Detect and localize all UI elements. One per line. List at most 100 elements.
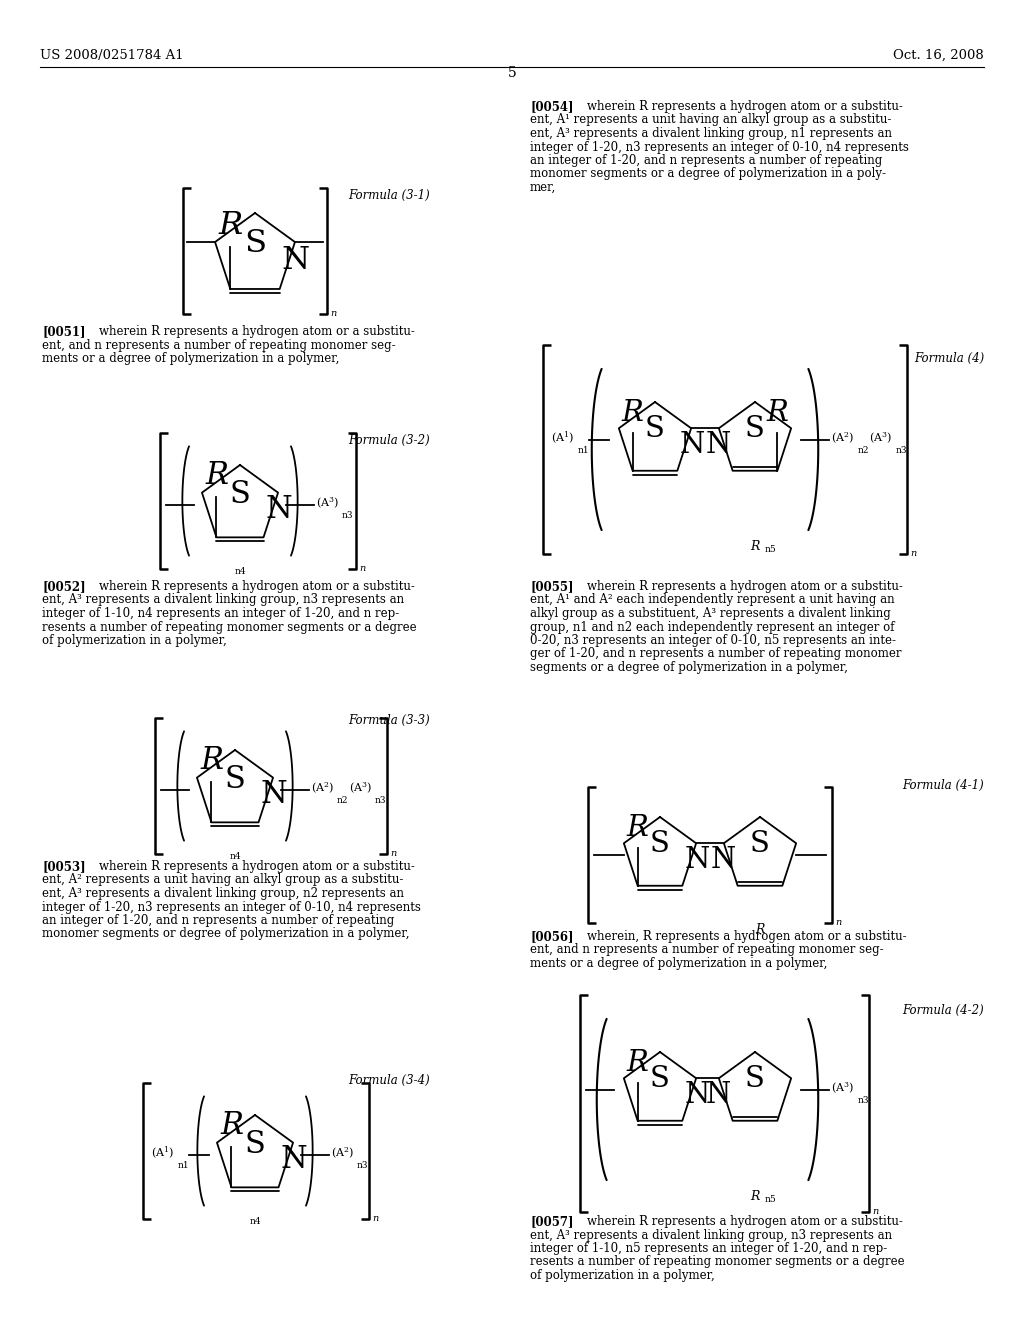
Text: n: n bbox=[330, 309, 336, 318]
Text: R: R bbox=[751, 540, 760, 553]
Text: R: R bbox=[200, 746, 223, 776]
Text: ent, A³ represents a divalent linking group, n2 represents an: ent, A³ represents a divalent linking gr… bbox=[42, 887, 404, 900]
Text: n5: n5 bbox=[765, 1195, 777, 1204]
Text: wherein R represents a hydrogen atom or a substitu-: wherein R represents a hydrogen atom or … bbox=[572, 1214, 903, 1228]
Text: N: N bbox=[281, 1144, 307, 1175]
Text: [0053]: [0053] bbox=[42, 861, 86, 873]
Text: segments or a degree of polymerization in a polymer,: segments or a degree of polymerization i… bbox=[530, 661, 848, 675]
Text: R: R bbox=[756, 924, 765, 936]
Text: of polymerization in a polymer,: of polymerization in a polymer, bbox=[530, 1269, 715, 1282]
Text: S: S bbox=[745, 1065, 765, 1093]
Text: N: N bbox=[265, 495, 292, 525]
Text: resents a number of repeating monomer segments or a degree: resents a number of repeating monomer se… bbox=[42, 620, 417, 634]
Text: N: N bbox=[706, 1081, 731, 1109]
Text: n2: n2 bbox=[858, 446, 869, 455]
Text: S: S bbox=[650, 830, 670, 858]
Text: monomer segments or degree of polymerization in a polymer,: monomer segments or degree of polymeriza… bbox=[42, 928, 410, 940]
Text: n4: n4 bbox=[234, 568, 246, 576]
Text: integer of 1-20, n3 represents an integer of 0-10, n4 represents: integer of 1-20, n3 represents an intege… bbox=[42, 900, 421, 913]
Text: ent, A³ represents a divalent linking group, n3 represents an: ent, A³ represents a divalent linking gr… bbox=[530, 1229, 892, 1242]
Text: $\mathregular{(A^2)}$: $\mathregular{(A^2)}$ bbox=[311, 780, 334, 796]
Text: R: R bbox=[622, 399, 644, 428]
Text: R: R bbox=[218, 210, 243, 240]
Text: n1: n1 bbox=[578, 446, 590, 455]
Text: of polymerization in a polymer,: of polymerization in a polymer, bbox=[42, 634, 226, 647]
Text: [0051]: [0051] bbox=[42, 325, 85, 338]
Text: n: n bbox=[359, 564, 366, 573]
Text: N: N bbox=[684, 1081, 710, 1109]
Text: S: S bbox=[745, 416, 765, 444]
Text: $\mathregular{(A^1)}$: $\mathregular{(A^1)}$ bbox=[551, 430, 574, 446]
Text: group, n1 and n2 each independently represent an integer of: group, n1 and n2 each independently repr… bbox=[530, 620, 895, 634]
Text: $\mathregular{(A^2)}$: $\mathregular{(A^2)}$ bbox=[831, 430, 854, 446]
Text: R: R bbox=[205, 461, 228, 491]
Text: an integer of 1-20, and n represents a number of repeating: an integer of 1-20, and n represents a n… bbox=[530, 154, 883, 168]
Text: n1: n1 bbox=[178, 1162, 189, 1170]
Text: ments or a degree of polymerization in a polymer,: ments or a degree of polymerization in a… bbox=[530, 957, 827, 970]
Text: S: S bbox=[224, 764, 246, 795]
Text: R: R bbox=[627, 814, 648, 842]
Text: n3: n3 bbox=[342, 511, 353, 520]
Text: R: R bbox=[627, 1049, 648, 1077]
Text: N: N bbox=[260, 779, 288, 810]
Text: [0057]: [0057] bbox=[530, 1214, 573, 1228]
Text: $\mathregular{(A^1)}$: $\mathregular{(A^1)}$ bbox=[151, 1144, 174, 1162]
Text: monomer segments or a degree of polymerization in a poly-: monomer segments or a degree of polymeri… bbox=[530, 168, 886, 181]
Text: mer,: mer, bbox=[530, 181, 556, 194]
Text: integer of 1-10, n5 represents an integer of 1-20, and n rep-: integer of 1-10, n5 represents an intege… bbox=[530, 1242, 887, 1255]
Text: N: N bbox=[711, 846, 736, 874]
Text: alkyl group as a substituent, A³ represents a divalent linking: alkyl group as a substituent, A³ represe… bbox=[530, 607, 891, 620]
Text: S: S bbox=[229, 479, 251, 510]
Text: ent, A³ represents a divalent linking group, n3 represents an: ent, A³ represents a divalent linking gr… bbox=[42, 594, 404, 606]
Text: N: N bbox=[706, 432, 731, 459]
Text: n: n bbox=[872, 1206, 879, 1216]
Text: $\mathregular{(A^3)}$: $\mathregular{(A^3)}$ bbox=[349, 780, 373, 796]
Text: ent, and n represents a number of repeating monomer seg-: ent, and n represents a number of repeat… bbox=[530, 944, 884, 957]
Text: S: S bbox=[245, 1129, 265, 1160]
Text: wherein R represents a hydrogen atom or a substitu-: wherein R represents a hydrogen atom or … bbox=[84, 325, 415, 338]
Text: wherein R represents a hydrogen atom or a substitu-: wherein R represents a hydrogen atom or … bbox=[572, 579, 903, 593]
Text: n4: n4 bbox=[229, 851, 241, 861]
Text: [0055]: [0055] bbox=[530, 579, 573, 593]
Text: ger of 1-20, and n represents a number of repeating monomer: ger of 1-20, and n represents a number o… bbox=[530, 648, 901, 660]
Text: 0-20, n3 represents an integer of 0-10, n5 represents an inte-: 0-20, n3 represents an integer of 0-10, … bbox=[530, 634, 896, 647]
Text: S: S bbox=[244, 227, 266, 259]
Text: S: S bbox=[650, 1065, 670, 1093]
Text: n2: n2 bbox=[337, 796, 348, 805]
Text: Formula (4-1): Formula (4-1) bbox=[902, 779, 984, 792]
Text: [0052]: [0052] bbox=[42, 579, 86, 593]
Text: ent, A¹ and A² each independently represent a unit having an: ent, A¹ and A² each independently repres… bbox=[530, 594, 895, 606]
Text: R: R bbox=[220, 1110, 243, 1142]
Text: ent, A³ represents a divalent linking group, n1 represents an: ent, A³ represents a divalent linking gr… bbox=[530, 127, 892, 140]
Text: $\mathregular{(A^3)}$: $\mathregular{(A^3)}$ bbox=[316, 495, 339, 511]
Text: n4: n4 bbox=[249, 1217, 261, 1226]
Text: wherein R represents a hydrogen atom or a substitu-: wherein R represents a hydrogen atom or … bbox=[84, 861, 415, 873]
Text: ent, A¹ represents a unit having an alkyl group as a substitu-: ent, A¹ represents a unit having an alky… bbox=[530, 114, 891, 127]
Text: R: R bbox=[766, 399, 788, 428]
Text: n: n bbox=[910, 549, 916, 558]
Text: Formula (3-1): Formula (3-1) bbox=[348, 189, 430, 202]
Text: $\mathregular{(A^3)}$: $\mathregular{(A^3)}$ bbox=[869, 430, 893, 446]
Text: N: N bbox=[684, 846, 710, 874]
Text: Formula (4-2): Formula (4-2) bbox=[902, 1003, 984, 1016]
Text: [0056]: [0056] bbox=[530, 931, 573, 942]
Text: R: R bbox=[751, 1191, 760, 1203]
Text: US 2008/0251784 A1: US 2008/0251784 A1 bbox=[40, 49, 183, 62]
Text: n: n bbox=[836, 919, 842, 928]
Text: N: N bbox=[679, 432, 705, 459]
Text: wherein, R represents a hydrogen atom or a substitu-: wherein, R represents a hydrogen atom or… bbox=[572, 931, 906, 942]
Text: integer of 1-20, n3 represents an integer of 0-10, n4 represents: integer of 1-20, n3 represents an intege… bbox=[530, 140, 909, 153]
Text: n5: n5 bbox=[765, 545, 777, 554]
Text: N: N bbox=[282, 246, 310, 276]
Text: n3: n3 bbox=[375, 796, 386, 805]
Text: an integer of 1-20, and n represents a number of repeating: an integer of 1-20, and n represents a n… bbox=[42, 913, 394, 927]
Text: ments or a degree of polymerization in a polymer,: ments or a degree of polymerization in a… bbox=[42, 352, 339, 366]
Text: Formula (3-3): Formula (3-3) bbox=[348, 714, 430, 726]
Text: n3: n3 bbox=[896, 446, 907, 455]
Text: $\mathregular{(A^3)}$: $\mathregular{(A^3)}$ bbox=[831, 1080, 854, 1096]
Text: wherein R represents a hydrogen atom or a substitu-: wherein R represents a hydrogen atom or … bbox=[572, 100, 903, 114]
Text: n: n bbox=[372, 1214, 378, 1224]
Text: n3: n3 bbox=[357, 1162, 369, 1170]
Text: ent, A² represents a unit having an alkyl group as a substitu-: ent, A² represents a unit having an alky… bbox=[42, 874, 403, 887]
Text: Formula (3-2): Formula (3-2) bbox=[348, 433, 430, 446]
